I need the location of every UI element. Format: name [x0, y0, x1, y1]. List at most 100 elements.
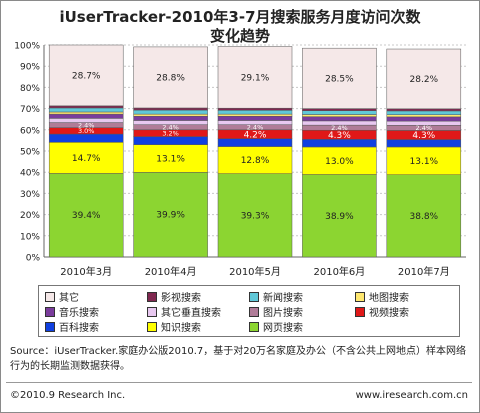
legend-swatch — [147, 291, 157, 302]
legend-item: 视频搜索 — [355, 304, 409, 319]
data-label: 38.9% — [325, 212, 354, 222]
data-label: 2.4% — [247, 123, 264, 131]
data-label: 13.1% — [410, 157, 439, 167]
bar-segment — [48, 44, 124, 107]
bar-segment — [133, 144, 208, 173]
y-tick-label: 70% — [20, 105, 40, 115]
stacked-bar-chart: 0% 10% 20% 30% 40% 50% 60% 70% 80% 90% 100% 39.4% 14… — [14, 42, 466, 278]
legend-label: 新闻搜索 — [263, 293, 303, 304]
data-label: 2.4% — [331, 124, 348, 132]
data-label: 13.0% — [325, 157, 354, 167]
legend-item: 知识搜索 — [147, 319, 201, 334]
chart-title-line2: 变化趋势 — [209, 27, 270, 45]
data-label: 39.3% — [241, 211, 270, 221]
x-tick-label: 2010年3月 — [60, 265, 112, 278]
y-tick-label: 30% — [20, 190, 40, 200]
bar-segment — [48, 113, 124, 119]
legend-swatch — [45, 321, 55, 332]
data-label: 39.4% — [72, 211, 101, 221]
bar-segment — [386, 108, 462, 112]
x-tick-label: 2010年6月 — [313, 265, 365, 278]
bar-segment — [217, 115, 293, 121]
chart-legend: 其它 影视搜索 新闻搜索 地图搜索音乐搜索 其它垂直搜索 图片搜索 视频搜索百科搜索 知识搜索… — [38, 285, 460, 337]
bar-segment — [302, 108, 377, 111]
data-label: 4.3% — [328, 131, 351, 141]
data-label: 28.7% — [72, 71, 101, 81]
data-label: 2.4% — [162, 123, 179, 131]
bar-segment — [386, 120, 462, 126]
legend-item: 地图搜索 — [355, 289, 409, 304]
bar-segment — [133, 109, 208, 115]
y-tick-label: 80% — [20, 84, 40, 94]
bar-segment — [386, 174, 462, 258]
bar-segment — [217, 120, 293, 125]
chart-title-line1: iUserTracker-2010年3-7月搜索服务月度访问次数 — [59, 8, 421, 26]
legend-swatch — [147, 321, 157, 332]
legend-label: 地图搜索 — [369, 293, 409, 304]
bar-segment — [48, 173, 124, 258]
data-label: 3.0% — [78, 127, 95, 135]
data-label: 28.2% — [410, 75, 439, 85]
bar-segment — [217, 113, 293, 117]
legend-swatch — [249, 306, 259, 317]
legend-label: 其它垂直搜索 — [161, 308, 221, 319]
legend-item: 图片搜索 — [249, 304, 303, 319]
bar-segment — [48, 133, 124, 143]
bar-segment — [217, 107, 293, 111]
bar-segment — [133, 113, 208, 117]
data-label: 28.5% — [325, 74, 354, 84]
y-tick-label: 50% — [20, 148, 40, 158]
data-label: 12.8% — [241, 156, 270, 166]
data-label: 14.7% — [72, 154, 101, 164]
data-label: 28.8% — [156, 73, 185, 83]
legend-swatch — [147, 306, 157, 317]
x-tick-label: 2010年7月 — [398, 265, 450, 278]
source-note: Source：iUserTracker.家庭办公版2010.7，基于对20万名家… — [10, 346, 466, 372]
legend-label: 影视搜索 — [161, 293, 201, 304]
legend-label: 视频搜索 — [369, 308, 409, 319]
bar-segment — [217, 46, 293, 109]
data-label: 2.4% — [416, 124, 433, 132]
bar-segment — [302, 146, 377, 175]
legend-item: 其它垂直搜索 — [147, 304, 221, 319]
legend-item: 百科搜索 — [45, 319, 99, 334]
data-label: 2.4% — [78, 121, 95, 129]
bar-segment — [386, 48, 462, 110]
legend-label: 网页搜索 — [263, 323, 303, 334]
legend-swatch — [249, 291, 259, 302]
legend-swatch — [249, 321, 259, 332]
y-tick-label: 20% — [20, 211, 40, 221]
bar-segment — [48, 118, 124, 123]
legend-item: 新闻搜索 — [249, 289, 303, 304]
legend-label: 音乐搜索 — [59, 308, 99, 319]
bar-segment — [302, 110, 377, 115]
x-tick-label: 2010年5月 — [229, 265, 281, 278]
bar-segment — [133, 172, 208, 258]
x-tick-label: 2010年4月 — [145, 265, 197, 278]
footer-divider — [6, 382, 472, 383]
bar-segment — [133, 107, 208, 111]
legend-label: 其它 — [59, 293, 79, 304]
data-label: 38.8% — [410, 212, 439, 222]
bar-segment — [386, 114, 462, 118]
data-label: 3.2% — [162, 129, 179, 137]
data-label: 39.9% — [156, 211, 185, 221]
legend-item: 音乐搜索 — [45, 304, 99, 319]
y-tick-label: 10% — [20, 232, 40, 242]
legend-item: 网页搜索 — [249, 319, 303, 334]
data-label: 13.1% — [156, 155, 185, 165]
y-tick-label: 90% — [20, 63, 40, 73]
legend-swatch — [355, 291, 365, 302]
bar-segment — [133, 120, 208, 125]
legend-item: 影视搜索 — [147, 289, 201, 304]
copyright-text: ©2010.9 Research Inc. — [10, 390, 126, 401]
bar-segment — [48, 111, 124, 115]
bar-segment — [302, 120, 377, 126]
bar-segment — [48, 142, 124, 174]
legend-swatch — [45, 291, 55, 302]
legend-swatch — [45, 306, 55, 317]
bar-segment — [133, 46, 208, 109]
data-label: 4.3% — [412, 131, 435, 141]
bar-segment — [386, 146, 462, 175]
data-label: 4.2% — [244, 130, 267, 140]
